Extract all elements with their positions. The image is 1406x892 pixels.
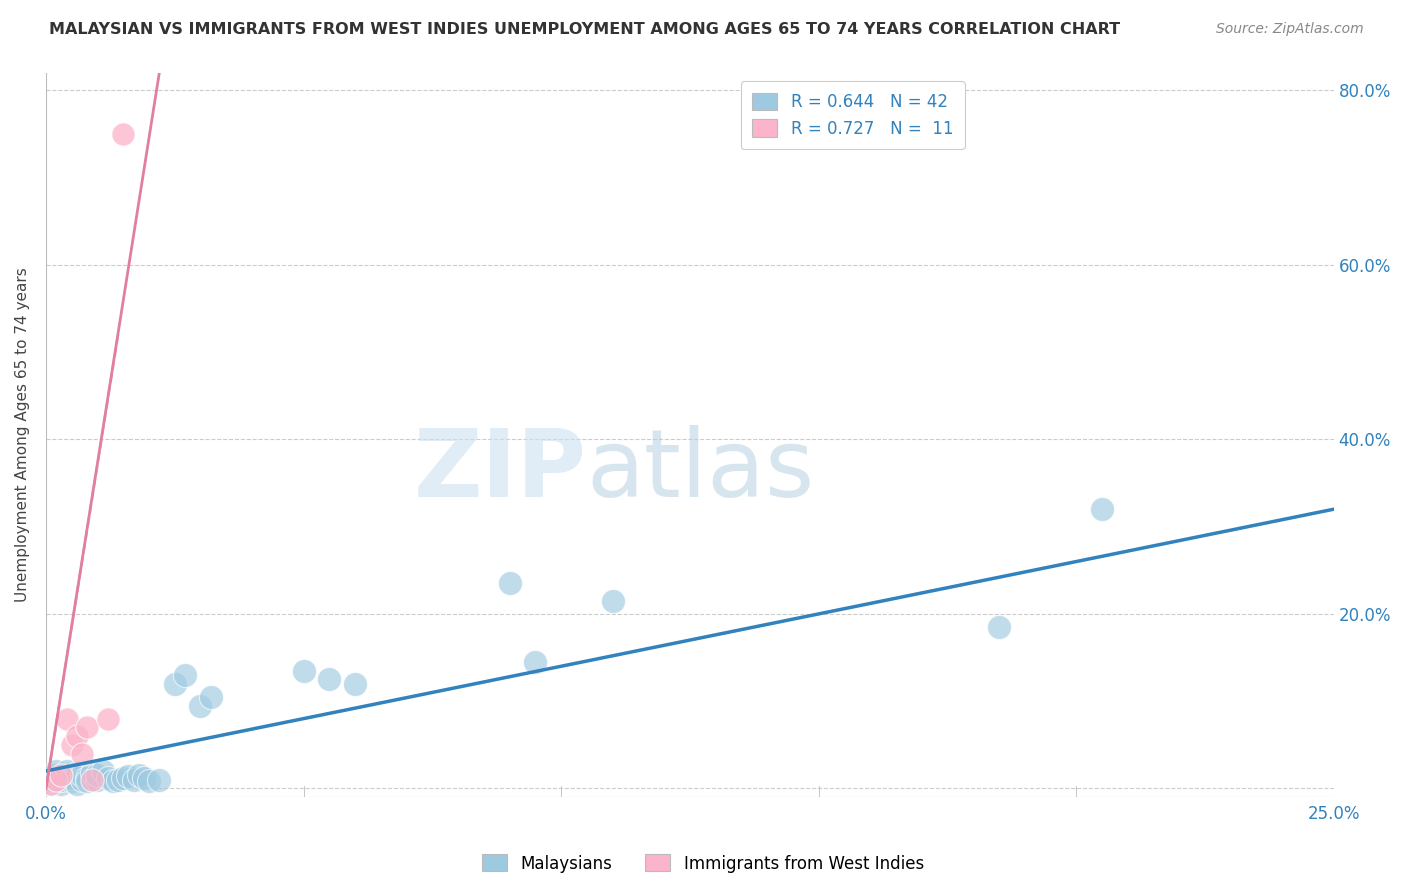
Point — [498, 576, 520, 591]
Point — [200, 690, 222, 704]
Point — [51, 772, 73, 787]
Point — [987, 620, 1010, 634]
Point — [45, 772, 67, 787]
Point — [39, 777, 62, 791]
Point — [82, 765, 104, 780]
Point — [117, 769, 139, 783]
Point — [66, 777, 89, 791]
Point — [107, 772, 129, 787]
Point — [51, 777, 73, 791]
Point — [55, 712, 77, 726]
Point — [66, 765, 89, 780]
Point — [91, 764, 114, 778]
Point — [602, 594, 624, 608]
Point — [66, 729, 89, 743]
Point — [55, 764, 77, 778]
Point — [148, 772, 170, 787]
Point — [86, 768, 108, 782]
Point — [101, 774, 124, 789]
Point — [122, 772, 145, 787]
Point — [163, 677, 186, 691]
Point — [60, 771, 83, 785]
Point — [76, 774, 98, 789]
Point — [45, 764, 67, 778]
Point — [343, 677, 366, 691]
Point — [128, 768, 150, 782]
Point — [97, 712, 120, 726]
Text: atlas: atlas — [586, 425, 815, 517]
Legend: Malaysians, Immigrants from West Indies: Malaysians, Immigrants from West Indies — [475, 847, 931, 880]
Point — [138, 774, 160, 789]
Point — [70, 772, 93, 787]
Point — [55, 768, 77, 782]
Point — [51, 768, 73, 782]
Point — [76, 771, 98, 785]
Point — [174, 668, 197, 682]
Point — [1091, 502, 1114, 516]
Text: Source: ZipAtlas.com: Source: ZipAtlas.com — [1216, 22, 1364, 37]
Point — [292, 664, 315, 678]
Point — [524, 655, 547, 669]
Point — [39, 772, 62, 787]
Point — [112, 771, 135, 785]
Legend: R = 0.644   N = 42, R = 0.727   N =  11: R = 0.644 N = 42, R = 0.727 N = 11 — [741, 81, 965, 149]
Point — [70, 747, 93, 761]
Point — [112, 127, 135, 141]
Point — [318, 673, 340, 687]
Point — [45, 768, 67, 782]
Point — [70, 768, 93, 782]
Point — [76, 720, 98, 734]
Point — [82, 772, 104, 787]
Point — [132, 771, 155, 785]
Point — [97, 771, 120, 785]
Y-axis label: Unemployment Among Ages 65 to 74 years: Unemployment Among Ages 65 to 74 years — [15, 268, 30, 602]
Point — [39, 777, 62, 791]
Point — [190, 698, 212, 713]
Text: MALAYSIAN VS IMMIGRANTS FROM WEST INDIES UNEMPLOYMENT AMONG AGES 65 TO 74 YEARS : MALAYSIAN VS IMMIGRANTS FROM WEST INDIES… — [49, 22, 1121, 37]
Point — [86, 772, 108, 787]
Text: ZIP: ZIP — [413, 425, 586, 517]
Point — [60, 738, 83, 752]
Point — [60, 774, 83, 789]
